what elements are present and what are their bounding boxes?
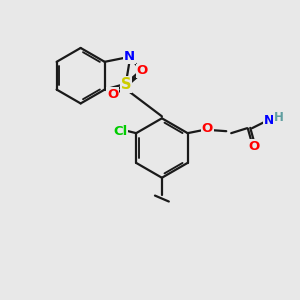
Text: H: H <box>274 111 284 124</box>
Text: N: N <box>124 50 135 63</box>
Text: O: O <box>137 64 148 77</box>
Text: O: O <box>107 88 118 101</box>
Text: S: S <box>121 77 132 92</box>
Text: O: O <box>248 140 260 152</box>
Text: O: O <box>202 122 213 135</box>
Text: Cl: Cl <box>113 125 127 138</box>
Text: N: N <box>264 114 274 127</box>
